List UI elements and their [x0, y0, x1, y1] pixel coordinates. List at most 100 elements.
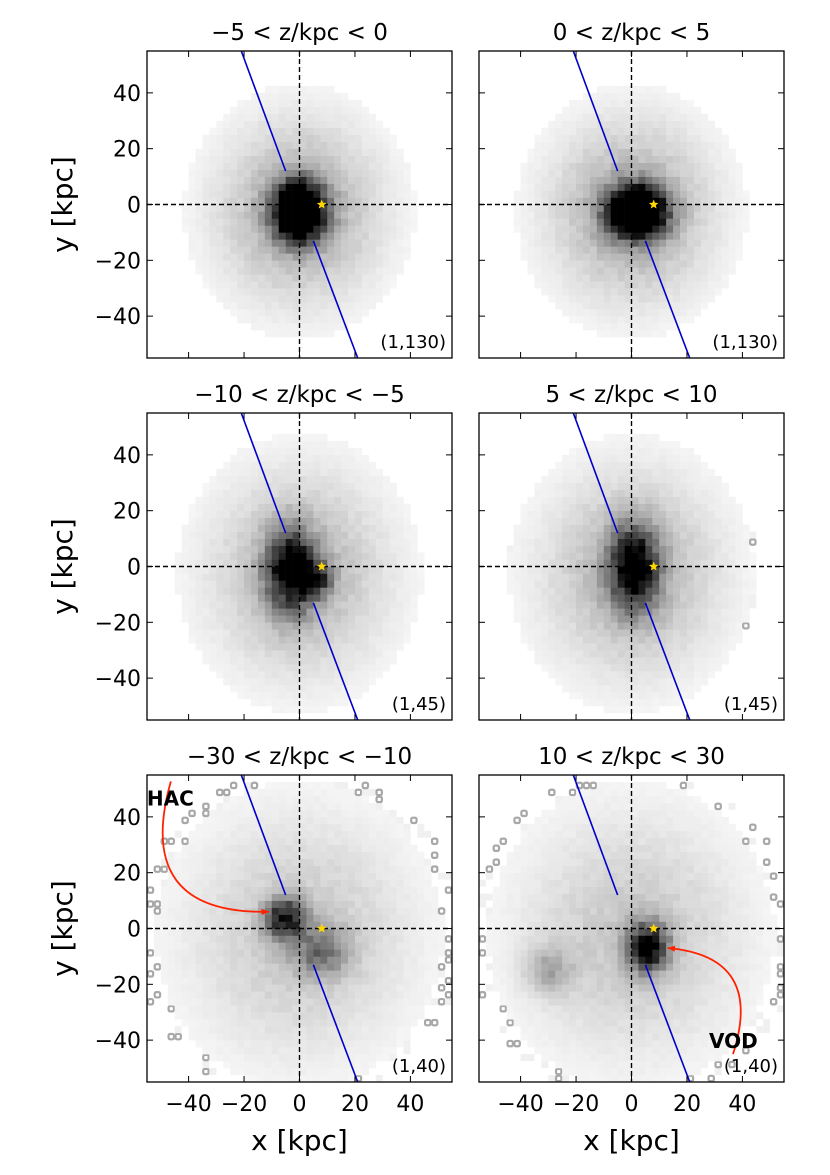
heat-cell [202, 176, 210, 184]
heat-cell [271, 302, 280, 310]
heat-cell [327, 211, 335, 219]
heat-cell [292, 92, 300, 101]
heat-cell [603, 218, 612, 226]
heat-cell [582, 685, 591, 693]
heat-cell [257, 538, 266, 546]
heat-cell [596, 323, 605, 331]
heat-cell [341, 141, 349, 149]
sun-star-icon [316, 199, 327, 209]
heat-cell [389, 141, 397, 149]
heat-cell [638, 657, 646, 665]
heat-cell [202, 858, 210, 866]
heat-cell [548, 559, 556, 567]
heat-cell [230, 148, 238, 156]
heat-cell [520, 587, 528, 595]
heat-cell [631, 204, 639, 212]
heat-cell [548, 622, 556, 630]
heat-cell [334, 309, 342, 317]
heat-cell [417, 559, 425, 567]
heat-cell [299, 253, 307, 261]
heat-cell [666, 211, 674, 219]
heat-cell [209, 127, 217, 135]
heat-cell [250, 162, 259, 170]
heat-cell [659, 461, 667, 470]
heat-cell [188, 211, 196, 219]
heat-cell [216, 260, 224, 268]
heat-cell [257, 225, 266, 233]
heat-cell [361, 162, 370, 170]
heat-cell [278, 977, 286, 985]
heat-cell [306, 288, 314, 296]
heat-cell [209, 1026, 217, 1034]
heat-cell [320, 440, 328, 449]
heat-cell [617, 169, 625, 177]
heat-cell [638, 169, 646, 177]
heat-cell [257, 281, 266, 289]
heat-cell [562, 162, 570, 170]
heat-cell [645, 190, 653, 198]
heat-cell [313, 253, 321, 261]
heat-cell [188, 232, 196, 240]
heat-cell [334, 601, 342, 609]
heat-cell [548, 246, 556, 254]
heat-cell [216, 274, 224, 282]
heat-cell [299, 671, 307, 679]
heat-cell [582, 99, 591, 108]
heat-cell [160, 907, 169, 915]
heat-cell [250, 141, 259, 149]
heat-cell [638, 211, 646, 219]
heat-cell [562, 106, 570, 115]
heat-cell [216, 510, 224, 518]
heat-cell [285, 288, 293, 296]
heat-cell [188, 963, 196, 971]
heat-cell [341, 274, 349, 282]
heat-cell [257, 657, 266, 665]
heat-cell [617, 629, 625, 637]
heat-cell [230, 197, 238, 205]
heat-cell [237, 629, 245, 637]
heat-cell [721, 587, 729, 595]
heat-cell [527, 643, 535, 651]
heat-cell [624, 447, 632, 456]
heat-cell [513, 218, 521, 226]
heat-cell [700, 482, 709, 491]
heat-cell [327, 517, 335, 525]
heat-cell [624, 92, 632, 101]
heat-cell [285, 204, 293, 212]
heat-cell [548, 629, 556, 637]
heat-cell [299, 440, 307, 449]
heat-cell [596, 454, 605, 463]
heat-cell [216, 942, 224, 950]
heat-cell [264, 468, 273, 477]
heat-cell [714, 281, 722, 289]
heat-cell [271, 447, 280, 456]
heat-cell [673, 302, 681, 310]
heat-cell [202, 949, 210, 957]
heat-cell [652, 454, 660, 463]
heat-cell [278, 85, 286, 94]
heat-cell [562, 636, 570, 644]
heat-cell [520, 559, 528, 567]
heat-cell [680, 622, 688, 630]
heat-cell [354, 246, 363, 254]
heat-cell [673, 461, 681, 470]
heat-cell [562, 671, 570, 679]
heat-cell [686, 295, 695, 303]
heat-cell [610, 678, 618, 686]
heat-cell [285, 433, 293, 442]
heat-cell [216, 900, 224, 908]
heat-cell [292, 232, 300, 240]
heat-cell [257, 608, 266, 616]
heat-cell [313, 323, 321, 331]
heat-cell [652, 288, 660, 296]
heat-cell [237, 1026, 245, 1034]
heat-cell [700, 545, 709, 553]
heat-cell [610, 496, 618, 504]
heat-cell [555, 580, 563, 588]
heat-cell [589, 239, 598, 247]
heat-cell [216, 468, 224, 477]
heat-cell [334, 155, 342, 163]
heat-cell [264, 323, 273, 331]
heat-cell [721, 580, 729, 588]
heat-cell [617, 461, 625, 470]
